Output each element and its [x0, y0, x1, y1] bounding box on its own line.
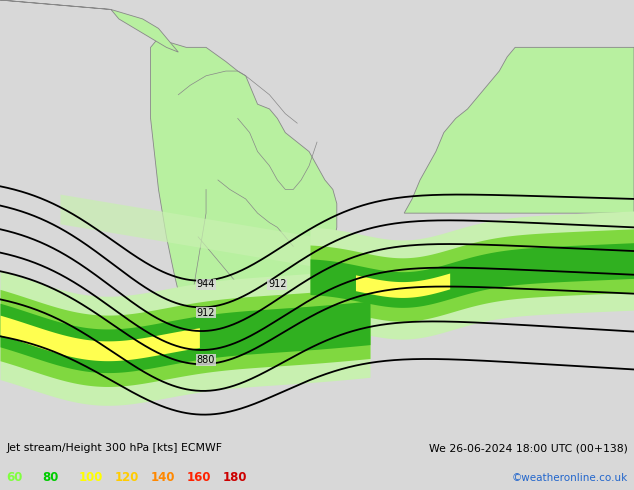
Text: 140: 140: [151, 471, 176, 484]
Text: ©weatheronline.co.uk: ©weatheronline.co.uk: [512, 473, 628, 483]
Text: 880: 880: [197, 355, 215, 365]
Polygon shape: [404, 48, 634, 213]
Polygon shape: [150, 38, 337, 355]
Text: 80: 80: [42, 471, 59, 484]
Text: 912: 912: [197, 308, 216, 318]
Text: 100: 100: [79, 471, 103, 484]
Polygon shape: [0, 0, 178, 52]
Text: 60: 60: [6, 471, 23, 484]
Text: We 26-06-2024 18:00 UTC (00+138): We 26-06-2024 18:00 UTC (00+138): [429, 443, 628, 453]
Text: 180: 180: [223, 471, 248, 484]
Text: 160: 160: [187, 471, 212, 484]
Text: Jet stream/Height 300 hPa [kts] ECMWF: Jet stream/Height 300 hPa [kts] ECMWF: [6, 443, 223, 453]
Polygon shape: [234, 336, 250, 346]
Text: 912: 912: [268, 279, 287, 289]
Polygon shape: [206, 336, 230, 350]
Text: 944: 944: [197, 279, 215, 289]
Text: 120: 120: [115, 471, 139, 484]
